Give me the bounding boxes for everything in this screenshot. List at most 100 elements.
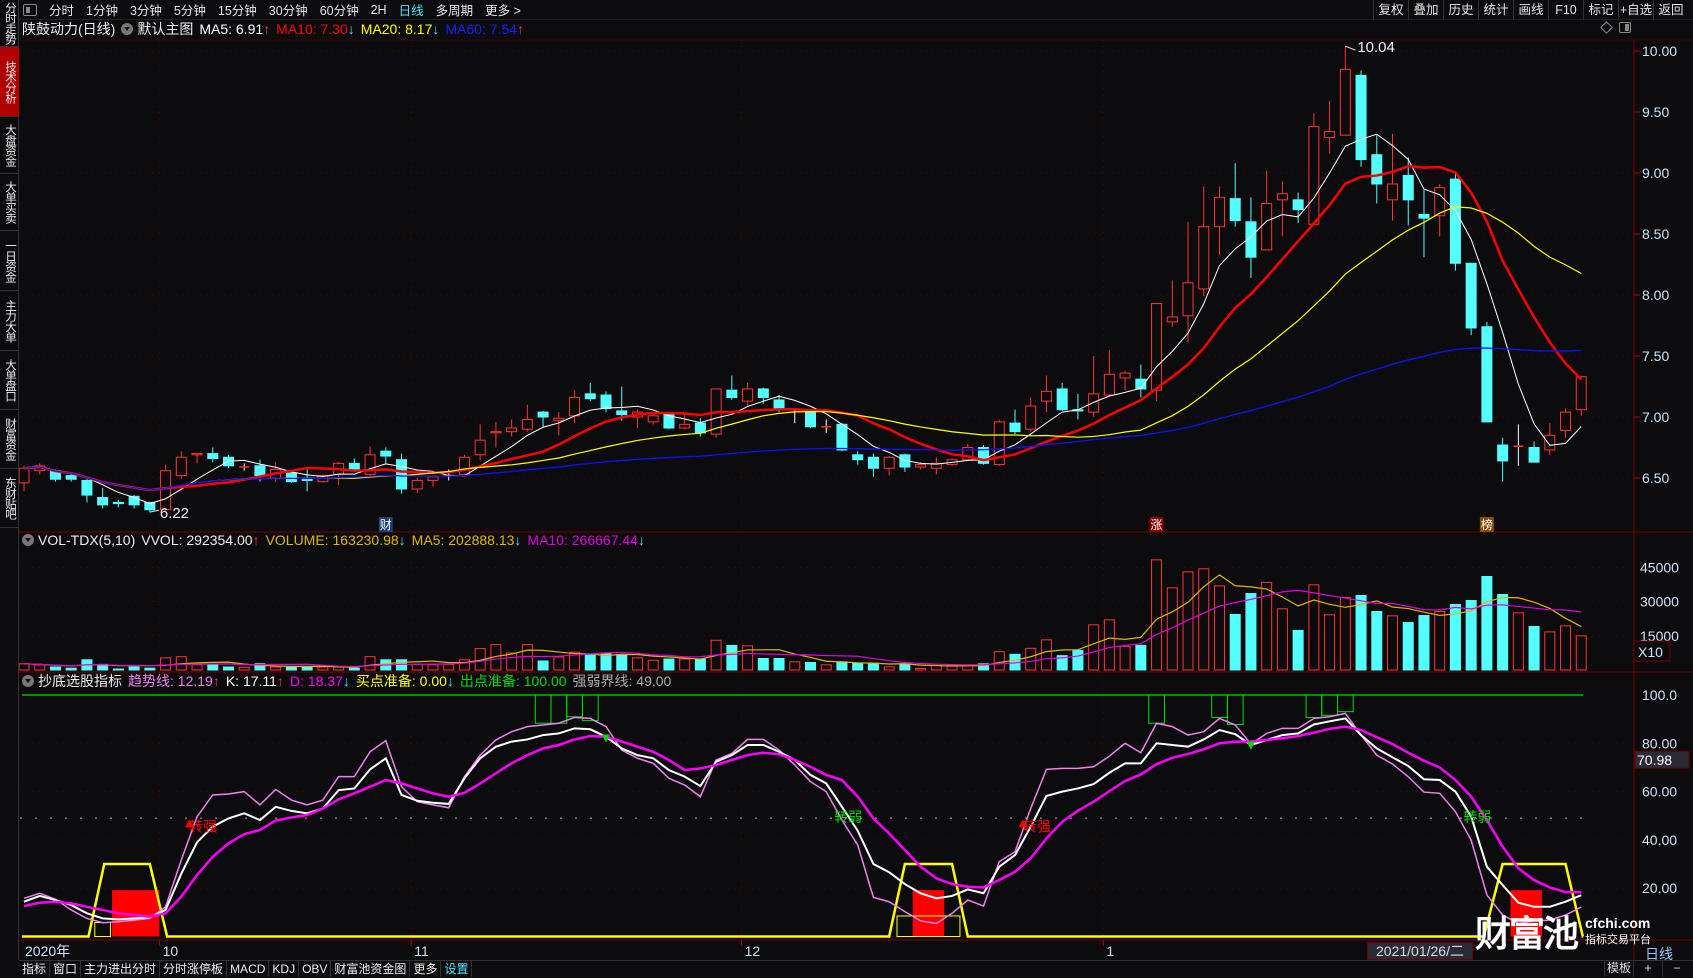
volume-header: VOL-TDX(5,10) VVOL: 292354.00 ↑ VOLUME: 1…: [22, 530, 651, 550]
volume-bar: [1481, 575, 1493, 671]
tab-macd[interactable]: MACD: [227, 961, 270, 977]
event-marker: 涨: [1151, 517, 1163, 532]
zoom-out-button[interactable]: −: [1662, 960, 1691, 977]
period-2h[interactable]: 2H: [370, 2, 387, 17]
sidebar-tab-main-force[interactable]: 主力大单: [0, 291, 19, 351]
exit-ready-box: [1321, 694, 1338, 716]
period-5min[interactable]: 5分钟: [173, 4, 206, 18]
tab-settings[interactable]: 设置: [441, 961, 473, 977]
period-more[interactable]: 更多 >: [485, 4, 521, 18]
candle-body: [364, 454, 376, 475]
sidebar-tab-forum[interactable]: 东财贴吧: [0, 469, 19, 528]
tab-wealth-fund-chart[interactable]: 财富池资金图: [331, 961, 411, 977]
candle-body: [1560, 411, 1572, 431]
candle: [600, 391, 612, 413]
buy-ready-line: [22, 862, 1585, 938]
high-pointer: [1345, 45, 1356, 51]
draw-line-button[interactable]: 画线: [1513, 0, 1548, 20]
candle-body: [1402, 174, 1414, 201]
mark-button[interactable]: 标记: [1583, 0, 1618, 20]
candle: [521, 404, 533, 432]
candle-body: [1276, 193, 1288, 201]
exit-ready-box: [534, 694, 552, 724]
candle-body: [773, 399, 785, 409]
period-60min[interactable]: 60分钟: [319, 4, 359, 18]
buy-inner-box: [94, 921, 112, 937]
indicator-tick-label: 80.00: [1642, 735, 1677, 751]
add-watchlist-button[interactable]: +自选: [1618, 0, 1653, 20]
sidebar-tab-technical[interactable]: 技术分析: [0, 47, 19, 117]
f10-button[interactable]: F10: [1548, 0, 1583, 20]
volume-bar: [1497, 593, 1509, 671]
candle: [1198, 186, 1210, 297]
period-3min[interactable]: 3分钟: [129, 4, 162, 18]
overlay-button[interactable]: 叠加: [1408, 0, 1443, 20]
sidebar-tab-daily-funds[interactable]: 一日资金: [0, 231, 19, 291]
sidebar-tab-wealth-funds[interactable]: 财富资金: [0, 410, 19, 469]
tab-limit-up-board[interactable]: 分时涨停板: [160, 961, 228, 977]
panel-icon[interactable]: [1619, 22, 1631, 33]
volume-bar: [506, 652, 518, 671]
candle: [285, 471, 297, 483]
sidebar-tab-intraday[interactable]: 分时走势: [0, 0, 19, 47]
vol-ma10-arrow-icon: ↓: [637, 532, 645, 548]
candle-body: [427, 476, 439, 481]
volume-indicator-name[interactable]: VOL-TDX(5,10): [38, 532, 136, 548]
volume-unit-label: X10: [1638, 644, 1663, 660]
period-30min[interactable]: 30分钟: [268, 4, 308, 18]
volume-bar: [647, 659, 659, 671]
signal-label: 转弱: [1463, 809, 1491, 825]
period-intraday[interactable]: 分时: [49, 4, 75, 18]
date-axis-label: 10: [163, 943, 179, 959]
history-button[interactable]: 历史: [1443, 0, 1478, 20]
candle: [1465, 262, 1477, 336]
sidebar-tab-order-book[interactable]: 大单盘口: [0, 351, 19, 410]
volume-bar: [1229, 614, 1241, 671]
volume-ma10-line: [23, 589, 1582, 668]
candle: [537, 410, 549, 428]
candle: [1056, 382, 1068, 411]
ma60-value: MA60: 7.54: [445, 21, 517, 37]
panel-toggle-icon[interactable]: [23, 3, 37, 16]
template-dropdown-icon[interactable]: [121, 23, 134, 35]
restore-rights-button[interactable]: 复权: [1373, 0, 1408, 20]
candle: [191, 453, 203, 464]
candle: [1025, 397, 1037, 432]
candle: [175, 451, 187, 480]
period-15min[interactable]: 15分钟: [217, 4, 257, 18]
candle: [490, 421, 502, 448]
volume-bar: [663, 658, 675, 671]
volume-bar: [584, 654, 596, 671]
volume-bar: [1324, 614, 1336, 671]
indicator-dropdown-icon[interactable]: [22, 675, 34, 687]
sidebar-tab-big-orders[interactable]: 大单买卖: [0, 174, 19, 231]
candle: [805, 409, 816, 428]
back-button[interactable]: 返回: [1653, 0, 1688, 20]
template-button[interactable]: 模板: [1604, 960, 1633, 977]
candle-body: [1088, 393, 1100, 413]
tab-main-force-intraday[interactable]: 主力进出分时: [81, 961, 161, 977]
candle: [1371, 135, 1383, 204]
k-arrow-icon: ↑: [276, 673, 284, 689]
template-name[interactable]: 默认主图: [137, 21, 194, 37]
tab-kdj[interactable]: KDJ: [269, 961, 300, 977]
sidebar-tab-market-funds[interactable]: 大盘资金: [0, 117, 19, 174]
tab-window[interactable]: 窗口: [50, 961, 82, 977]
tab-indicators[interactable]: 指标: [19, 961, 51, 977]
period-daily[interactable]: 日线: [398, 4, 424, 18]
tab-more[interactable]: 更多: [410, 961, 442, 977]
period-multi[interactable]: 多周期: [435, 4, 474, 18]
tab-obv[interactable]: OBV: [299, 961, 332, 977]
statistics-button[interactable]: 统计: [1478, 0, 1513, 20]
candle: [1276, 181, 1288, 237]
candle: [1182, 221, 1194, 343]
period-1min[interactable]: 1分钟: [86, 4, 118, 18]
diamond-icon[interactable]: [1600, 21, 1613, 34]
zoom-in-button[interactable]: +: [1633, 960, 1662, 977]
volume-dropdown-icon[interactable]: [22, 534, 34, 546]
candle-body: [930, 462, 942, 469]
volume-bar: [1182, 571, 1194, 671]
indicator-name[interactable]: 抄底选股指标: [38, 673, 122, 689]
indicator-tick-label: 20.00: [1642, 880, 1677, 896]
